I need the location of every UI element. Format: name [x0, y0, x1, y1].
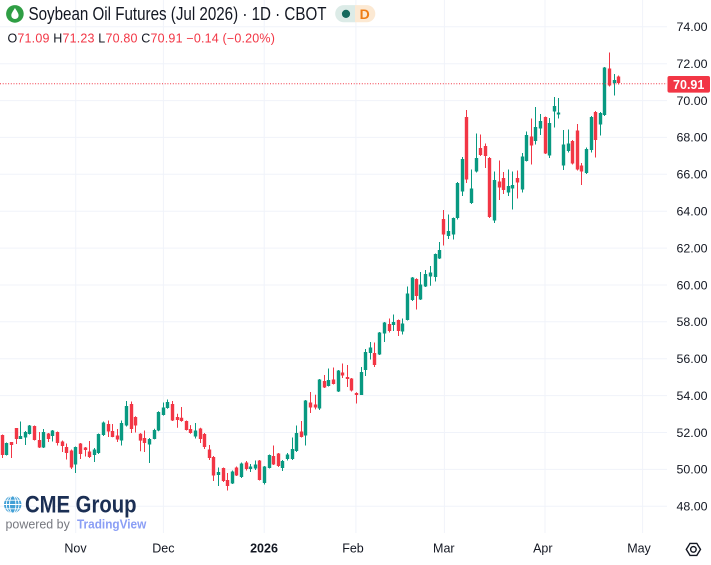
- svg-text:74.00: 74.00: [677, 20, 708, 34]
- svg-text:May: May: [627, 542, 651, 556]
- svg-text:52.00: 52.00: [677, 426, 708, 440]
- svg-text:powered by: powered by: [6, 516, 71, 531]
- svg-text:Feb: Feb: [342, 542, 364, 556]
- svg-text:TradingView: TradingView: [77, 516, 147, 531]
- svg-text:70.00: 70.00: [677, 94, 708, 108]
- svg-text:58.00: 58.00: [677, 315, 708, 329]
- svg-text:CME Group: CME Group: [25, 491, 137, 518]
- svg-text:56.00: 56.00: [677, 352, 708, 366]
- svg-text:64.00: 64.00: [677, 205, 708, 219]
- svg-text:50.00: 50.00: [677, 463, 708, 477]
- svg-text:54.00: 54.00: [677, 389, 708, 403]
- svg-text:O71.09 H71.23 L70.80 C70.91 −0: O71.09 H71.23 L70.80 C70.91 −0.14 (−0.20…: [8, 31, 276, 45]
- svg-text:Apr: Apr: [533, 542, 552, 556]
- svg-text:Dec: Dec: [152, 542, 174, 556]
- svg-text:2026: 2026: [250, 542, 278, 556]
- svg-text:Nov: Nov: [64, 542, 87, 556]
- svg-text:72.00: 72.00: [677, 57, 708, 71]
- svg-text:Soybean Oil Futures (Jul 2026): Soybean Oil Futures (Jul 2026) · 1D · CB…: [29, 4, 327, 24]
- svg-text:60.00: 60.00: [677, 278, 708, 292]
- svg-text:Mar: Mar: [433, 542, 455, 556]
- svg-text:66.00: 66.00: [677, 168, 708, 182]
- svg-text:68.00: 68.00: [677, 131, 708, 145]
- svg-text:D: D: [360, 6, 370, 22]
- svg-text:62.00: 62.00: [677, 241, 708, 255]
- svg-text:70.91: 70.91: [673, 78, 704, 92]
- svg-text:48.00: 48.00: [677, 500, 708, 514]
